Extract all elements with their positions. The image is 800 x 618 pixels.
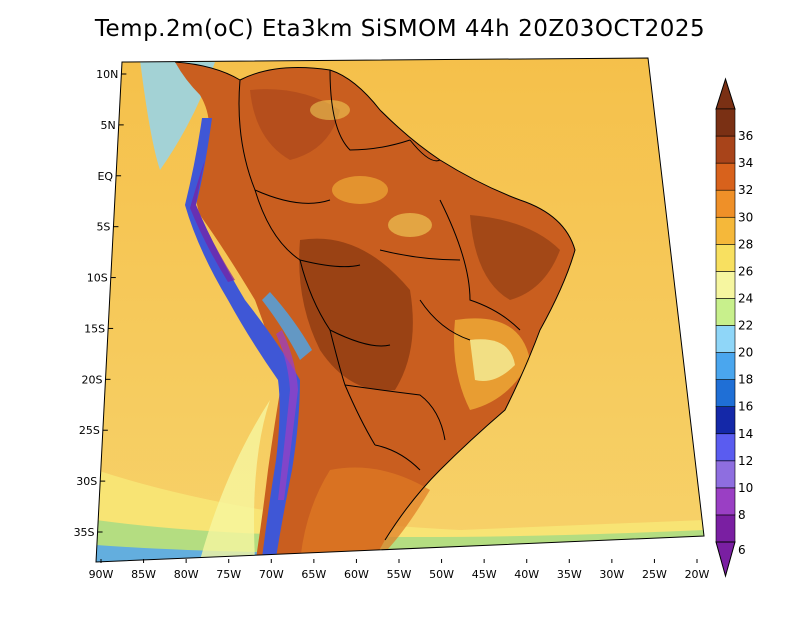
map-field [96,58,704,562]
lon-label: 45W [472,568,497,581]
colorbar-bottom-arrow [715,541,736,578]
colorbar-swatch [715,135,736,164]
colorbar-swatch [715,514,736,543]
colorbar-swatch [715,271,736,299]
longitude-axis: 90W 85W 80W 75W 70W 65W 60W 55W 50W 45W 40W 35W 30W 2… [89,559,710,581]
lat-label: EQ [97,170,113,183]
colorbar-swatch [715,108,736,137]
lon-label: 80W [174,568,199,581]
colorbar-label: 8 [738,508,746,522]
colorbar-label: 12 [738,454,753,468]
colorbar-swatch [715,189,736,218]
colorbar-swatch [715,325,736,353]
colorbar-top-arrow [715,77,736,110]
map-frame [95,57,705,563]
colorbar-label: 20 [738,346,753,360]
colorbar-label: 32 [738,183,753,197]
lon-label: 75W [216,568,241,581]
colorbar-swatch [715,352,736,380]
lon-label: 40W [514,568,539,581]
country-borders [174,61,576,541]
lat-label: 10N [96,68,118,81]
andes-cold-band [185,118,300,558]
lat-label: 5N [100,119,115,132]
lon-label: 30W [599,568,624,581]
lon-label: 90W [89,568,114,581]
lon-label: 55W [387,568,412,581]
map-title: Temp.2m(oC) Eta3km SiSMOM 44h 20Z03OCT20… [94,16,706,42]
colorbar-swatch [715,162,736,191]
lon-label: 70W [259,568,284,581]
colorbar-label: 14 [738,427,753,441]
colorbar-swatch [715,460,736,489]
colorbar-swatch [715,379,736,407]
lat-label: 35S [74,526,95,539]
lat-label: 25S [79,424,100,437]
lat-label: 20S [82,373,103,386]
colorbar-label: 18 [738,373,753,387]
colorbar-label: 6 [738,543,746,557]
lon-label: 50W [429,568,454,581]
colorbar-label: 34 [738,156,753,170]
colorbar-label: 36 [738,129,753,143]
colorbar-label: 22 [738,319,753,333]
colorbar: 6 8 10 12 14 16 18 20 22 24 26 28 30 32 34 36 [715,77,753,578]
colorbar-swatch [715,406,736,435]
latitude-axis: 10N 5N EQ 5S 10S 15S 20S 25S 30S 35S [74,68,127,539]
colorbar-label: 30 [738,210,753,224]
lon-label: 65W [301,568,326,581]
lon-label: 85W [131,568,156,581]
lat-label: 5S [96,221,110,234]
colorbar-label: 24 [738,291,753,305]
colorbar-label: 10 [738,481,753,495]
lat-label: 15S [84,322,105,335]
colorbar-swatch [715,487,736,516]
lat-label: 30S [76,475,97,488]
colorbar-label: 28 [738,237,753,251]
lon-label: 35W [557,568,582,581]
lon-label: 60W [344,568,369,581]
colorbar-label: 16 [738,400,753,414]
lat-label: 10S [87,272,108,285]
colorbar-swatch [715,244,736,272]
lon-label: 25W [642,568,667,581]
lon-label: 20W [685,568,710,581]
colorbar-swatch [715,216,736,245]
colorbar-swatch [715,433,736,462]
colorbar-label: 26 [738,264,753,278]
colorbar-swatch [715,298,736,326]
